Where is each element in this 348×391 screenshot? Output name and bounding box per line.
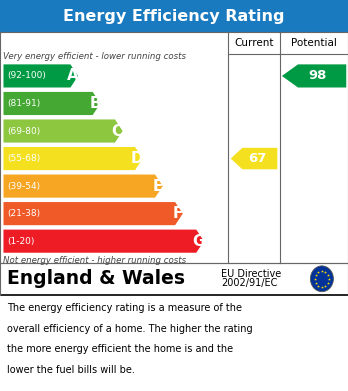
Polygon shape — [3, 174, 163, 198]
Text: Energy Efficiency Rating: Energy Efficiency Rating — [63, 9, 285, 23]
Polygon shape — [3, 65, 78, 88]
Text: 98: 98 — [308, 70, 327, 83]
Polygon shape — [231, 148, 277, 169]
Text: Potential: Potential — [291, 38, 337, 48]
Text: G: G — [192, 234, 205, 249]
Polygon shape — [282, 65, 346, 88]
Polygon shape — [3, 230, 204, 253]
Text: Very energy efficient - lower running costs: Very energy efficient - lower running co… — [3, 52, 187, 61]
Text: (55-68): (55-68) — [8, 154, 41, 163]
Circle shape — [310, 266, 333, 292]
Bar — [0, 0, 348, 32]
Text: the more energy efficient the home is and the: the more energy efficient the home is an… — [7, 344, 233, 354]
Text: D: D — [131, 151, 144, 166]
Text: lower the fuel bills will be.: lower the fuel bills will be. — [7, 365, 135, 375]
Text: The energy efficiency rating is a measure of the: The energy efficiency rating is a measur… — [7, 303, 242, 314]
Polygon shape — [3, 147, 143, 170]
Text: England & Wales: England & Wales — [7, 269, 185, 288]
Text: (69-80): (69-80) — [8, 127, 41, 136]
Text: E: E — [152, 179, 163, 194]
Text: overall efficiency of a home. The higher the rating: overall efficiency of a home. The higher… — [7, 324, 253, 334]
Text: Not energy efficient - higher running costs: Not energy efficient - higher running co… — [3, 256, 187, 265]
Text: (81-91): (81-91) — [8, 99, 41, 108]
Text: 2002/91/EC: 2002/91/EC — [221, 278, 277, 289]
Text: Current: Current — [234, 38, 274, 48]
Text: (92-100): (92-100) — [8, 72, 47, 81]
Polygon shape — [3, 92, 100, 115]
Text: EU Directive: EU Directive — [221, 269, 281, 279]
Text: (39-54): (39-54) — [8, 181, 41, 190]
Text: (21-38): (21-38) — [8, 209, 41, 218]
Text: (1-20): (1-20) — [8, 237, 35, 246]
Text: C: C — [112, 124, 123, 138]
Text: 67: 67 — [248, 152, 267, 165]
Text: A: A — [67, 68, 79, 83]
Text: B: B — [89, 96, 101, 111]
Polygon shape — [3, 119, 122, 143]
Text: F: F — [172, 206, 183, 221]
Polygon shape — [3, 202, 183, 225]
